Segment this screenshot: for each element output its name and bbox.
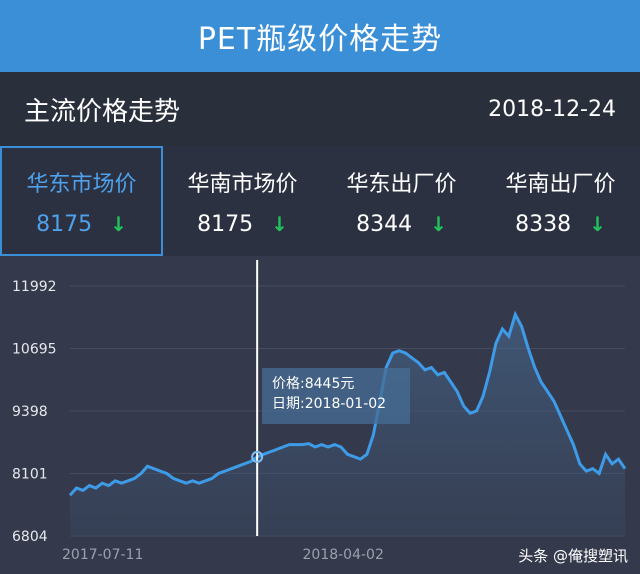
- watermark-text: 头条 @俺搜塑讯: [518, 547, 628, 565]
- y-tick-label: 6804: [12, 529, 48, 545]
- chart-svg[interactable]: 11992 10695 9398 8101 6804 2017-07-11 2018-04-…: [0, 256, 640, 574]
- chart-tooltip: 价格:8445元 日期:2018-01-02: [262, 368, 410, 424]
- tab-name: 华东出厂价: [346, 171, 457, 197]
- tab-name: 华南市场价: [187, 171, 298, 197]
- down-arrow-icon: ↓: [589, 212, 606, 236]
- down-arrow-icon: ↓: [271, 212, 288, 236]
- y-tick-label: 11992: [12, 279, 57, 295]
- price-chart[interactable]: 11992 10695 9398 8101 6804 2017-07-11 2018-04-…: [0, 256, 640, 574]
- y-tick-label: 8101: [12, 467, 48, 483]
- tooltip-date: 日期:2018-01-02: [272, 396, 387, 412]
- section-title: 主流价格走势: [24, 96, 181, 127]
- y-tick-label: 10695: [12, 342, 57, 358]
- watermark: 头条 @俺搜塑讯: [518, 545, 628, 566]
- chart-cursor-point[interactable]: [251, 450, 264, 463]
- app-title: PET瓶级价格走势: [0, 0, 640, 72]
- x-tick-label: 2018-04-02: [303, 547, 384, 563]
- down-arrow-icon: ↓: [430, 212, 447, 236]
- date-label: 2018-12-24: [488, 96, 616, 122]
- tab-price: 8175: [197, 211, 254, 237]
- y-tick-label: 9398: [12, 404, 48, 420]
- tab-south-market[interactable]: 华南市场价 8175 ↓: [163, 146, 322, 256]
- sub-header: 主流价格走势 2018-12-24: [0, 72, 640, 146]
- tab-name: 华南出厂价: [505, 171, 616, 197]
- x-tick-label: 2017-07-11: [62, 547, 143, 563]
- tab-price: 8344: [356, 211, 413, 237]
- tab-price: 8175: [36, 211, 93, 237]
- tab-east-market[interactable]: 华东市场价 8175 ↓: [0, 146, 163, 256]
- tooltip-price: 价格:8445元: [272, 376, 355, 392]
- tab-south-factory[interactable]: 华南出厂价 8338 ↓: [481, 146, 640, 256]
- tab-name: 华东市场价: [26, 171, 137, 197]
- tab-east-factory[interactable]: 华东出厂价 8344 ↓: [322, 146, 481, 256]
- chart-area-fill: [70, 314, 625, 536]
- price-tabs: 华东市场价 8175 ↓ 华南市场价 8175 ↓ 华东出厂价 8344 ↓ 华…: [0, 146, 640, 256]
- tab-price: 8338: [515, 211, 572, 237]
- chart-series-line: [68, 310, 627, 497]
- down-arrow-icon: ↓: [110, 212, 127, 236]
